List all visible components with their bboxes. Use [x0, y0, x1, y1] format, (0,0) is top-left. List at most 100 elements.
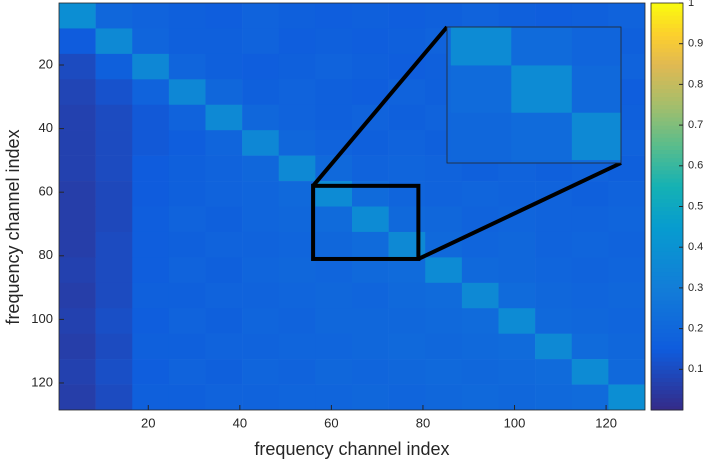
cell [352, 155, 389, 182]
colorbar-swatch [651, 377, 683, 383]
cell [535, 3, 573, 29]
cell [278, 384, 316, 410]
cell [59, 130, 96, 156]
cell [205, 308, 243, 334]
cell [168, 53, 206, 80]
colorbar-swatch [651, 190, 683, 195]
cell [315, 308, 353, 334]
cell [95, 181, 133, 207]
cell [315, 257, 353, 284]
colorbar-swatch [651, 336, 683, 342]
cell [132, 206, 170, 233]
cell [278, 206, 316, 233]
cell [278, 181, 316, 207]
cell [132, 28, 170, 55]
cell [59, 79, 96, 106]
colorbar-swatch [651, 344, 683, 350]
cell [425, 257, 463, 284]
inset-cell [450, 27, 512, 66]
cell [278, 3, 316, 29]
overlay [311, 25, 622, 261]
colorbar-swatch [651, 385, 683, 391]
colorbar-swatch [651, 308, 683, 313]
colorbar-swatch [651, 137, 683, 142]
cell [132, 155, 170, 182]
y-tick-label: 40 [39, 120, 53, 135]
cell [388, 3, 426, 29]
colorbar-swatch [651, 169, 683, 175]
colorbar-swatch [651, 68, 683, 73]
colorbar-swatch [651, 271, 683, 277]
cell [59, 53, 96, 80]
colorbar-tick-label: 0.7 [688, 119, 703, 131]
colorbar-swatch [651, 104, 683, 110]
inset-cell [511, 112, 573, 161]
colorbar-swatch [651, 39, 683, 45]
cell [168, 155, 206, 182]
zoom-inset [447, 27, 621, 163]
cell [425, 359, 463, 385]
cell [571, 257, 609, 284]
colorbar-swatch [651, 88, 683, 94]
colorbar-swatch [651, 300, 683, 305]
colorbar-swatch [651, 316, 683, 321]
plot-frame [58, 2, 646, 411]
colorbar-swatch [651, 206, 683, 212]
cell [205, 53, 243, 80]
cell [59, 3, 96, 29]
cell [132, 384, 170, 410]
colorbar-swatch [651, 100, 683, 106]
cell [498, 308, 536, 334]
cell [388, 308, 426, 334]
cell [168, 206, 206, 233]
cell [315, 333, 353, 360]
cell [242, 28, 280, 55]
colorbar-swatch [651, 11, 683, 16]
colorbar-swatch [651, 51, 683, 57]
cell [535, 333, 573, 360]
colorbar-swatch [651, 178, 683, 183]
cell [132, 282, 170, 309]
colorbar-swatch [651, 129, 683, 134]
cell [498, 282, 536, 309]
cell [132, 257, 170, 284]
cell [571, 308, 609, 334]
cell [168, 359, 206, 385]
cell [242, 206, 280, 233]
cell [242, 231, 280, 258]
cell [608, 282, 645, 309]
cell [461, 181, 499, 207]
colorbar-swatch [651, 267, 683, 273]
cell [425, 308, 463, 334]
cell [205, 257, 243, 284]
colorbar-swatch [651, 263, 683, 269]
colorbar-swatch [651, 43, 683, 49]
cell [242, 79, 280, 106]
cell [352, 3, 389, 29]
cell [571, 333, 609, 360]
cell [461, 333, 499, 360]
cell [59, 104, 96, 131]
cell [242, 308, 280, 334]
cell [425, 181, 463, 207]
colorbar-swatch [651, 369, 683, 374]
colorbar-swatch [651, 361, 683, 366]
colorbar-swatch [651, 133, 683, 138]
cell [95, 308, 133, 334]
cell [388, 79, 426, 106]
cell [461, 308, 499, 334]
colorbar-swatch [651, 23, 683, 28]
cell [315, 282, 353, 309]
cell [535, 359, 573, 385]
colorbar-swatch [651, 291, 683, 297]
cell [571, 206, 609, 233]
cell [461, 282, 499, 309]
cell [535, 257, 573, 284]
cell [59, 231, 96, 258]
cell [205, 206, 243, 233]
zoom-connector [417, 161, 622, 261]
cell [425, 333, 463, 360]
cell [608, 359, 645, 385]
inset-cell [450, 65, 512, 114]
cell [315, 130, 353, 156]
